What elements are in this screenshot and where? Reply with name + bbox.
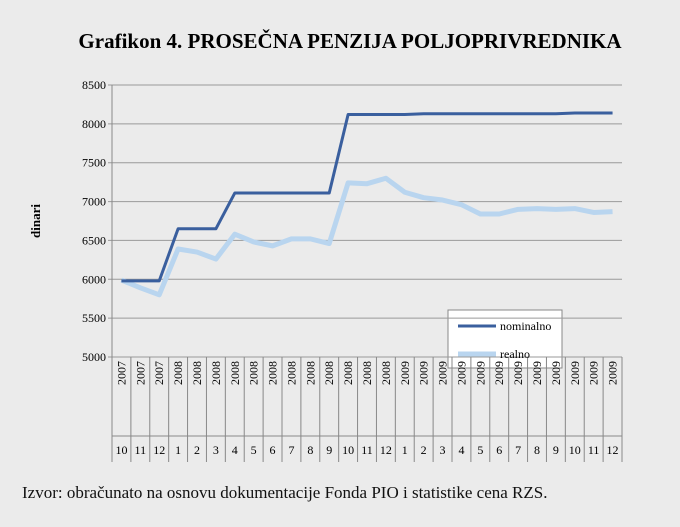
x-tick-label: 10 — [569, 443, 581, 457]
x-year-label: 2008 — [190, 361, 204, 385]
line-series — [120, 175, 613, 298]
x-year-label: 2009 — [606, 361, 620, 385]
y-tick-label: 5000 — [82, 350, 106, 364]
x-tick-label: 12 — [380, 443, 392, 457]
x-tick-label: 3 — [213, 443, 219, 457]
x-year-label: 2008 — [209, 361, 223, 385]
x-tick-label: 10 — [342, 443, 354, 457]
x-year-label: 2008 — [322, 361, 336, 385]
x-tick-label: 9 — [326, 443, 332, 457]
x-tick-label: 9 — [553, 443, 559, 457]
x-year-label: 2008 — [303, 361, 317, 385]
x-year-label: 2008 — [228, 361, 242, 385]
x-year-label: 2009 — [398, 361, 412, 385]
x-tick-label: 11 — [135, 443, 147, 457]
y-tick-label: 6000 — [82, 272, 106, 286]
x-year-label: 2008 — [284, 361, 298, 385]
x-tick-label: 6 — [270, 443, 276, 457]
y-tick-label: 7500 — [82, 156, 106, 170]
line-series — [121, 111, 613, 283]
x-tick-label: 11 — [361, 443, 373, 457]
x-year-label: 2007 — [114, 361, 128, 385]
x-tick-label: 4 — [232, 443, 238, 457]
y-tick-label: 8500 — [82, 78, 106, 92]
x-tick-label: 12 — [607, 443, 619, 457]
y-axis-label: dinari — [28, 204, 43, 238]
x-tick-label: 7 — [288, 443, 294, 457]
legend-box — [447, 309, 563, 369]
source-note: Izvor: obračunato na osnovu dokumentacij… — [22, 483, 548, 502]
x-year-label: 2009 — [511, 361, 525, 385]
x-year-label: 2007 — [152, 361, 166, 385]
x-year-label: 2009 — [530, 361, 544, 385]
x-tick-label: 2 — [421, 443, 427, 457]
x-year-label: 2008 — [171, 361, 185, 385]
x-tick-label: 4 — [458, 443, 464, 457]
x-year-label: 2009 — [549, 361, 563, 385]
y-tick-label: 6500 — [82, 233, 106, 247]
legend-label: realno — [500, 347, 530, 361]
x-tick-label: 1 — [175, 443, 181, 457]
x-tick-label: 2 — [194, 443, 200, 457]
x-tick-label: 3 — [440, 443, 446, 457]
chart-title: Grafikon 4. PROSEČNA PENZIJA POLJOPRIVRE… — [78, 29, 622, 53]
x-year-label: 2009 — [587, 361, 601, 385]
legend-label: nominalno — [500, 319, 551, 333]
x-tick-label: 1 — [402, 443, 408, 457]
x-year-label: 2007 — [133, 361, 147, 385]
x-tick-label: 6 — [496, 443, 502, 457]
x-year-label: 2008 — [341, 361, 355, 385]
x-tick-label: 10 — [115, 443, 127, 457]
x-year-label: 2008 — [266, 361, 280, 385]
x-year-label: 2009 — [492, 361, 506, 385]
y-tick-label: 7000 — [82, 195, 106, 209]
chart: Grafikon 4. PROSEČNA PENZIJA POLJOPRIVRE… — [28, 29, 623, 462]
x-tick-label: 5 — [251, 443, 257, 457]
x-year-label: 2009 — [454, 361, 468, 385]
x-year-label: 2009 — [417, 361, 431, 385]
x-tick-label: 7 — [515, 443, 521, 457]
x-tick-label: 12 — [153, 443, 165, 457]
x-year-label: 2008 — [379, 361, 393, 385]
x-year-label: 2009 — [436, 361, 450, 385]
y-tick-label: 8000 — [82, 117, 106, 131]
x-year-label: 2009 — [568, 361, 582, 385]
y-tick-label: 5500 — [82, 311, 106, 325]
x-year-label: 2008 — [247, 361, 261, 385]
x-tick-label: 8 — [534, 443, 540, 457]
x-tick-label: 5 — [477, 443, 483, 457]
x-tick-label: 8 — [307, 443, 313, 457]
x-year-label: 2008 — [360, 361, 374, 385]
x-tick-label: 11 — [588, 443, 600, 457]
x-year-label: 2009 — [473, 361, 487, 385]
